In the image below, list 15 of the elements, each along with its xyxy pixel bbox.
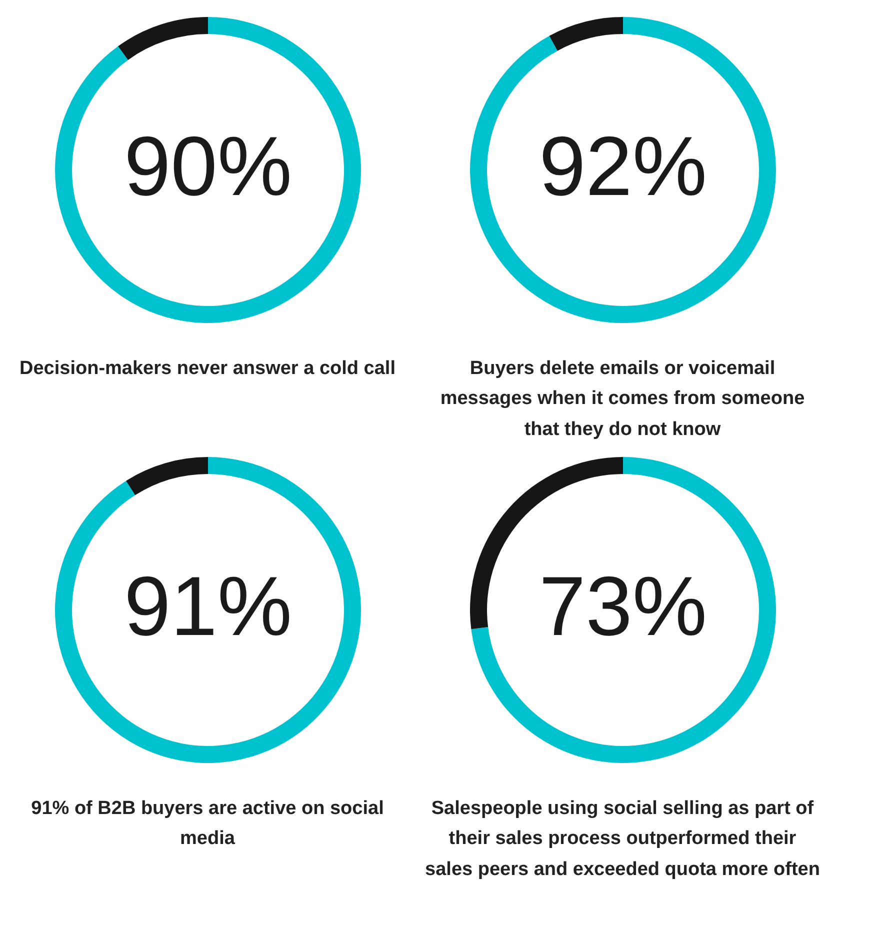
donut-slice <box>54 457 360 763</box>
donut-slice <box>126 457 208 496</box>
donut-slice <box>470 457 776 763</box>
data-label: 92% <box>538 119 707 213</box>
donut-slice <box>470 17 776 323</box>
data-label: 73% <box>538 559 707 653</box>
donut-slice <box>118 17 208 60</box>
text: 91% of B2B buyers are active on social media <box>30 797 385 852</box>
text: Salespeople using social selling as part of their sales process outperformed their sales peers and exceeded quota more often <box>424 797 821 882</box>
text: Buyers delete emails or voicemail messages when it comes from someone that they do not know <box>439 357 806 442</box>
donut-slice <box>548 17 622 51</box>
data-label: 90% <box>123 119 292 213</box>
data-label: 91% <box>123 559 292 653</box>
text: Decision-makers never answer a cold call <box>18 357 396 381</box>
donut-slice <box>54 17 360 323</box>
